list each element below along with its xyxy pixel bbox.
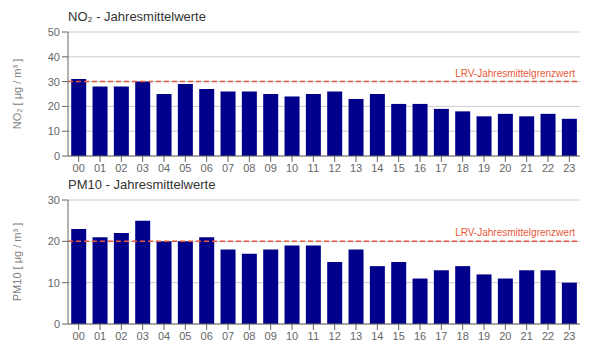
svg-text:21: 21 — [521, 330, 533, 342]
svg-text:20: 20 — [499, 162, 511, 174]
svg-text:05: 05 — [179, 330, 191, 342]
svg-text:40: 40 — [48, 51, 60, 63]
svg-text:LRV-Jahresmittelgrenzwert: LRV-Jahresmittelgrenzwert — [455, 68, 575, 79]
svg-text:11: 11 — [308, 162, 319, 174]
svg-text:12: 12 — [329, 330, 341, 342]
svg-text:18: 18 — [457, 330, 469, 342]
svg-text:11: 11 — [308, 330, 319, 342]
svg-text:21: 21 — [521, 162, 533, 174]
svg-text:19: 19 — [478, 330, 490, 342]
svg-text:20: 20 — [48, 235, 60, 247]
svg-text:10: 10 — [286, 330, 298, 342]
svg-text:23: 23 — [563, 330, 575, 342]
svg-text:06: 06 — [201, 330, 213, 342]
svg-text:20: 20 — [48, 100, 60, 112]
svg-text:00: 00 — [73, 330, 85, 342]
svg-text:30: 30 — [48, 194, 60, 206]
svg-text:01: 01 — [94, 162, 106, 174]
html-text:NO₂ - Jahresmittelwerte: NO₂ - Jahresmittelwerte — [68, 9, 206, 24]
svg-text:03: 03 — [137, 330, 149, 342]
svg-text:05: 05 — [179, 162, 191, 174]
svg-text:15: 15 — [393, 330, 405, 342]
svg-text:06: 06 — [201, 162, 213, 174]
svg-text:NO₂ [ μg / m³ ]: NO₂ [ μg / m³ ] — [11, 59, 23, 130]
svg-text:17: 17 — [435, 330, 447, 342]
svg-text:08: 08 — [243, 330, 255, 342]
svg-text:14: 14 — [371, 330, 383, 342]
html-text:PM10 - Jahresmittelwerte: PM10 - Jahresmittelwerte — [68, 177, 216, 192]
svg-text:0: 0 — [54, 318, 60, 330]
svg-text:19: 19 — [478, 162, 490, 174]
svg-text:02: 02 — [115, 162, 127, 174]
svg-text:07: 07 — [222, 330, 234, 342]
svg-text:00: 00 — [73, 162, 85, 174]
svg-text:23: 23 — [563, 162, 575, 174]
svg-text:10: 10 — [48, 277, 60, 289]
svg-text:20: 20 — [499, 330, 511, 342]
svg-text:08: 08 — [243, 162, 255, 174]
svg-text:15: 15 — [393, 162, 405, 174]
svg-text:22: 22 — [542, 162, 554, 174]
svg-text:50: 50 — [48, 26, 60, 38]
svg-text:14: 14 — [371, 162, 383, 174]
svg-text:22: 22 — [542, 330, 554, 342]
svg-text:PM10 [ μg / m³ ]: PM10 [ μg / m³ ] — [11, 223, 23, 301]
svg-text:10: 10 — [286, 162, 298, 174]
svg-text:16: 16 — [414, 162, 426, 174]
svg-text:09: 09 — [265, 330, 277, 342]
svg-text:30: 30 — [48, 76, 60, 88]
svg-text:12: 12 — [329, 162, 341, 174]
svg-text:10: 10 — [48, 125, 60, 137]
svg-text:02: 02 — [115, 330, 127, 342]
svg-text:0: 0 — [54, 150, 60, 162]
svg-text:07: 07 — [222, 162, 234, 174]
svg-text:13: 13 — [350, 330, 362, 342]
svg-text:18: 18 — [457, 162, 469, 174]
svg-text:01: 01 — [94, 330, 106, 342]
svg-text:13: 13 — [350, 162, 362, 174]
svg-text:03: 03 — [137, 162, 149, 174]
svg-text:09: 09 — [265, 162, 277, 174]
svg-text:04: 04 — [158, 330, 170, 342]
svg-text:LRV-Jahresmittelgrenzwert: LRV-Jahresmittelgrenzwert — [455, 227, 575, 238]
svg-text:04: 04 — [158, 162, 170, 174]
svg-text:16: 16 — [414, 330, 426, 342]
svg-text:17: 17 — [435, 162, 447, 174]
